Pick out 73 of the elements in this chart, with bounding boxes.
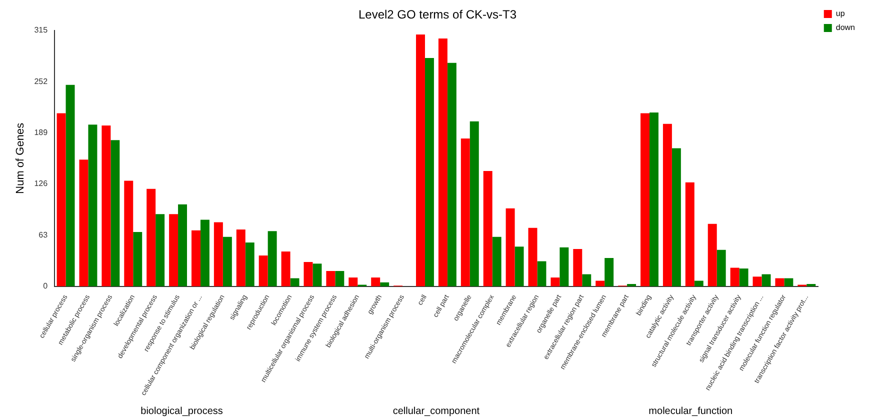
bar (290, 278, 300, 286)
y-tick-label: 0 (43, 282, 48, 291)
bar (514, 246, 524, 286)
bar (775, 278, 784, 286)
bar (258, 256, 268, 286)
bar (146, 188, 156, 286)
bar (424, 58, 434, 286)
text: molecular_function (648, 406, 733, 417)
bar (672, 148, 681, 286)
bar (245, 242, 254, 286)
bar (326, 270, 336, 286)
bar (133, 232, 142, 286)
bar (416, 34, 425, 286)
bar (460, 138, 470, 286)
bar (492, 236, 502, 286)
bar (604, 258, 614, 286)
bar (716, 250, 726, 286)
bar (79, 160, 88, 286)
bar (102, 125, 111, 286)
bar (483, 170, 492, 286)
bar (573, 249, 582, 286)
bar (528, 228, 538, 286)
y-tick-label: 63 (38, 230, 48, 240)
bar (348, 277, 358, 286)
bar (708, 224, 717, 286)
bar (550, 277, 560, 286)
bar (649, 112, 658, 286)
y-tick-label: 126 (34, 179, 48, 188)
legend-label: up (836, 9, 846, 18)
bar (371, 277, 380, 286)
bar (214, 222, 223, 286)
bar (66, 84, 75, 286)
legend-label: down (836, 23, 855, 32)
bar (762, 274, 771, 286)
bar (169, 214, 178, 286)
bar (281, 251, 290, 286)
bar (694, 280, 704, 286)
text: cellular_component (392, 406, 480, 417)
bar (335, 270, 344, 286)
bar (88, 124, 98, 286)
y-tick-label: 189 (34, 128, 48, 137)
bar (236, 230, 246, 286)
bar (110, 140, 120, 286)
bar (200, 220, 210, 286)
text: biological_process (140, 406, 223, 417)
bar (560, 247, 569, 286)
bar (192, 230, 200, 286)
y-axis-title: Num of Genes (14, 122, 27, 194)
chart-title: Level2 GO terms of CK-vs-T3 (358, 8, 517, 22)
bar (506, 208, 515, 286)
bar (178, 204, 188, 286)
bar (304, 262, 313, 286)
bar (124, 180, 134, 286)
bar (438, 38, 448, 286)
bar (268, 231, 277, 286)
bar (537, 261, 546, 286)
bar (156, 214, 165, 286)
bar (640, 113, 650, 286)
bar (312, 264, 322, 286)
bar (222, 236, 232, 286)
bar (685, 182, 694, 286)
bar (752, 276, 762, 286)
bar (739, 268, 748, 286)
bar (730, 268, 740, 286)
bar (662, 124, 672, 286)
bar (784, 278, 794, 286)
bar (56, 113, 66, 286)
bar (447, 62, 456, 286)
y-tick-label: 315 (34, 26, 48, 35)
bar (596, 280, 605, 286)
y-tick-label: 252 (34, 76, 48, 86)
bar (470, 121, 479, 286)
bar (582, 274, 592, 286)
